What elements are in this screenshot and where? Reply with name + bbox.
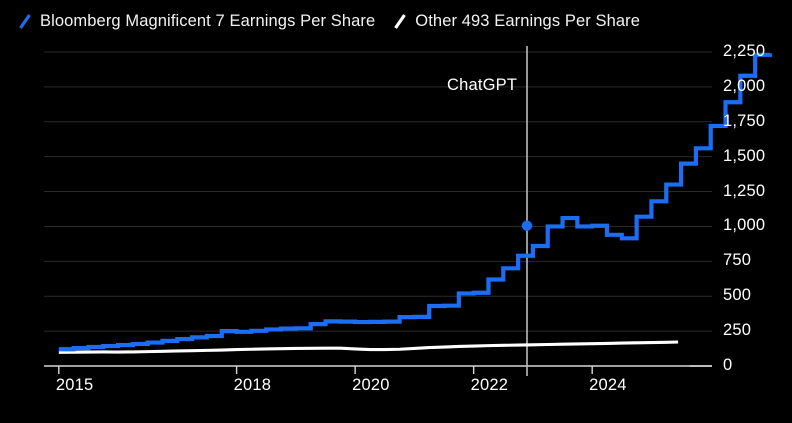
y-axis-tick-label: 2,000 [723, 76, 766, 95]
legend-label-other-493: Other 493 Earnings Per Share [415, 12, 641, 30]
y-axis-tick-label: 1,500 [723, 146, 766, 165]
y-axis-tick-label: 500 [723, 286, 752, 305]
x-axis-tick-label: 2024 [589, 376, 627, 394]
chatgpt-annotation-label: ChatGPT [446, 76, 518, 94]
series-line-other-493 [58, 340, 679, 354]
x-axis-tick-marks [58, 366, 593, 374]
legend-entry-other-493[interactable]: Other 493 Earnings Per Share [393, 8, 640, 34]
y-axis-tick-label: 1,250 [723, 181, 766, 200]
y-axis-tick-label: 250 [723, 321, 752, 340]
plot-area: 0 250 500 750 1,000 1,250 1,500 1,750 2,000 2,250… [0, 38, 792, 394]
annotation-point-markers [521, 220, 533, 231]
x-axis-tick-label: 2015 [55, 376, 94, 394]
series-line-magnificent-7 [58, 52, 773, 352]
slash-marker-blue-icon [19, 13, 31, 29]
x-axis-tick-label: 2020 [352, 376, 390, 394]
plot-svg [44, 46, 773, 376]
chart-legend: Bloomberg Magnificent 7 Earnings Per Sha… [18, 8, 658, 34]
y-axis-tick-label: 0 [723, 356, 733, 374]
gridlines [44, 51, 712, 367]
y-axis-tick-label: 1,750 [723, 111, 766, 130]
x-axis-tick-label: 2018 [233, 376, 272, 394]
legend-label-magnificent-7: Bloomberg Magnificent 7 Earnings Per Sha… [40, 12, 376, 30]
y-axis-tick-label: 2,250 [723, 42, 766, 60]
chatgpt-point-marker [521, 220, 533, 231]
x-axis-tick-label: 2022 [470, 376, 509, 394]
slash-marker-white-icon [394, 13, 407, 29]
y-axis-tick-label: 750 [723, 251, 752, 270]
legend-entry-magnificent-7[interactable]: Bloomberg Magnificent 7 Earnings Per Sha… [18, 8, 375, 34]
y-axis-tick-label: 1,000 [723, 216, 766, 235]
